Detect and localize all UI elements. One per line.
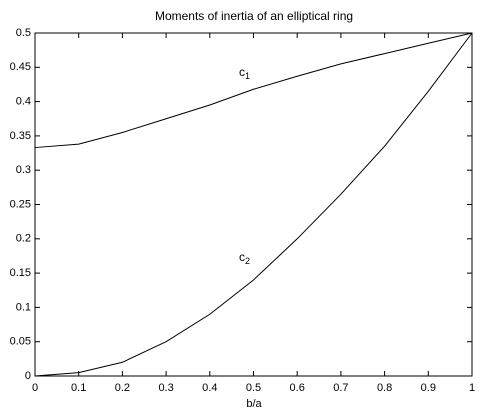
x-tick-label: 0.1: [71, 382, 86, 394]
annotation-text: c: [239, 65, 245, 79]
line: [34, 32, 473, 149]
x-tick-label: 0.7: [333, 382, 348, 394]
annotation-text: c: [239, 250, 245, 264]
y-tick-label: 0.25: [10, 198, 31, 210]
y-tick-label: 0.1: [16, 301, 31, 313]
y-tick-label: 0.15: [10, 267, 31, 279]
x-tick-label: 0.4: [202, 382, 217, 394]
y-tick-label: 0.3: [16, 164, 31, 176]
plot-frame: [34, 32, 473, 377]
x-tick-label: 0.8: [377, 382, 392, 394]
x-tick-label: 0.5: [246, 382, 261, 394]
x-axis-label: b/a: [246, 398, 262, 410]
annotation-subscript: 1: [245, 71, 250, 81]
x-tick-label: 0.2: [115, 382, 130, 394]
annotation: c1: [239, 65, 250, 81]
x-tick-label: 0: [32, 382, 38, 394]
annotation-subscript: 2: [245, 256, 250, 266]
y-tick-label: 0.35: [10, 130, 31, 142]
y-tick-label: 0: [25, 370, 31, 382]
line: [34, 32, 473, 377]
y-tick-label: 0.4: [16, 96, 31, 108]
annotation: c2: [239, 250, 250, 266]
x-tick-label: 0.6: [290, 382, 305, 394]
y-tick-label: 0.05: [10, 336, 31, 348]
x-tick-label: 0.3: [158, 382, 173, 394]
y-tick-label: 0.45: [10, 61, 31, 73]
y-tick-label: 0.5: [16, 27, 31, 39]
x-tick-label: 0.9: [421, 382, 436, 394]
x-tick-label: 1: [469, 382, 475, 394]
chart-title: Moments of inertia of an elliptical ring: [155, 9, 353, 23]
y-tick-label: 0.2: [16, 233, 31, 245]
